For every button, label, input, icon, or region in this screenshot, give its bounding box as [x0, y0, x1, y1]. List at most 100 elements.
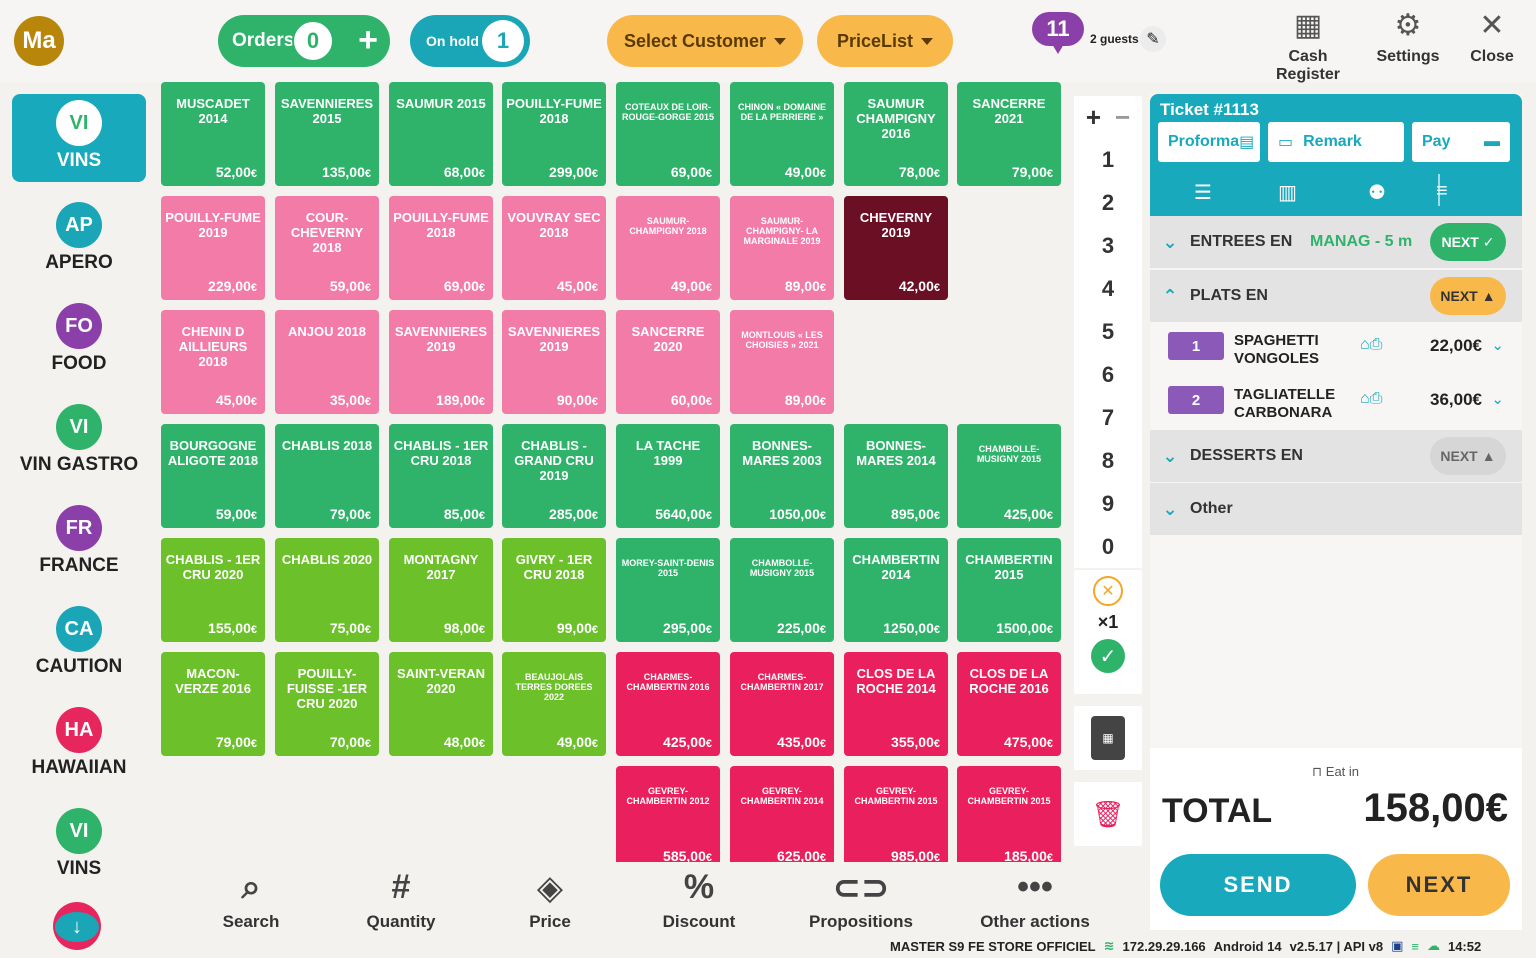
next-course-button[interactable]: NEXT — [1368, 854, 1510, 916]
price-button[interactable]: ◈ Price — [475, 868, 625, 932]
product-tile[interactable]: GIVRY - 1ER CRU 2018 99,00€ — [502, 538, 606, 642]
product-tile[interactable]: GEVREY-CHAMBERTIN 2015 185,00€ — [957, 766, 1061, 870]
calculator-button[interactable]: ▦ — [1074, 706, 1142, 770]
select-customer-button[interactable]: Select Customer — [607, 15, 803, 67]
line-quantity[interactable]: 1 — [1168, 332, 1224, 360]
product-tile[interactable]: POUILLY-FUME 2018 299,00€ — [502, 82, 606, 186]
product-tile[interactable]: MONTLOUIS « LES CHOISIES » 2021 89,00€ — [730, 310, 834, 414]
course-next-button[interactable]: NEXT ▲ — [1430, 277, 1506, 315]
course-section-plats[interactable]: ⌃ PLATS EN NEXT ▲ — [1150, 270, 1522, 322]
product-tile[interactable]: SAUMUR-CHAMPIGNY 2018 49,00€ — [616, 196, 720, 300]
remark-button[interactable]: ▭ Remark — [1268, 122, 1404, 162]
ticket-line[interactable]: 1 SPAGHETTI VONGOLES ⌂⎙ 22,00€ ⌄ — [1150, 322, 1522, 376]
list-icon[interactable]: ☰ — [1194, 182, 1212, 204]
product-tile[interactable]: SAUMUR CHAMPIGNY 2016 78,00€ — [844, 82, 948, 186]
line-quantity[interactable]: 2 — [1168, 386, 1224, 414]
product-tile[interactable]: CHABLIS 2018 79,00€ — [275, 424, 379, 528]
product-tile[interactable]: SAINT-VERAN 2020 48,00€ — [389, 652, 493, 756]
product-tile[interactable]: CHARMES-CHAMBERTIN 2017 435,00€ — [730, 652, 834, 756]
product-tile[interactable]: BEAUJOLAIS TERRES DOREES 2022 49,00€ — [502, 652, 606, 756]
course-section-desserts[interactable]: ⌄ DESSERTS EN NEXT ▲ — [1150, 430, 1522, 482]
course-section-other[interactable]: ⌄ Other — [1150, 483, 1522, 535]
product-tile[interactable]: CHABLIS - GRAND CRU 2019 285,00€ — [502, 424, 606, 528]
course-next-button[interactable]: NEXT ✓ — [1430, 223, 1506, 261]
category-vins-2[interactable]: VI VINS — [12, 802, 146, 890]
category-food[interactable]: FO FOOD — [12, 297, 146, 385]
product-tile[interactable]: COUR-CHEVERNY 2018 59,00€ — [275, 196, 379, 300]
propositions-button[interactable]: ⊂⊃ Propositions — [786, 868, 936, 932]
product-tile[interactable]: CHAMBOLLE-MUSIGNY 2015 225,00€ — [730, 538, 834, 642]
other-actions-button[interactable]: ••• Other actions — [960, 868, 1110, 932]
category-hawaiian[interactable]: HA HAWAIIAN — [12, 701, 146, 789]
category-france[interactable]: FR FRANCE — [12, 499, 146, 587]
numpad-key-6[interactable]: 6 — [1074, 353, 1142, 396]
chevron-down-icon[interactable]: ⌄ — [1491, 337, 1504, 354]
quantity-button[interactable]: # Quantity — [326, 868, 476, 932]
minus-icon[interactable]: − — [1115, 101, 1131, 132]
category-vins[interactable]: VI VINS — [12, 94, 146, 182]
discount-button[interactable]: % Discount — [624, 868, 774, 932]
product-tile[interactable]: MUSCADET 2014 52,00€ — [161, 82, 265, 186]
product-tile[interactable]: GEVREY-CHAMBERTIN 2014 625,00€ — [730, 766, 834, 870]
product-tile[interactable]: POUILLY-FUISSE -1ER CRU 2020 70,00€ — [275, 652, 379, 756]
product-tile[interactable]: SAUMUR-CHAMPIGNY- LA MARGINALE 2019 89,00… — [730, 196, 834, 300]
product-tile[interactable]: SAUMUR 2015 68,00€ — [389, 82, 493, 186]
product-tile[interactable]: SANCERRE 2020 60,00€ — [616, 310, 720, 414]
product-tile[interactable]: SANCERRE 2021 79,00€ — [957, 82, 1061, 186]
delete-button[interactable]: 🗑 — [1074, 782, 1142, 846]
product-tile[interactable]: GEVREY-CHAMBERTIN 2015 985,00€ — [844, 766, 948, 870]
product-tile[interactable]: COTEAUX DE LOIR- ROUGE-GORGE 2015 69,00€ — [616, 82, 720, 186]
orders-button[interactable]: Orders 0 + — [218, 15, 390, 67]
menu-book-icon[interactable]: ▥ — [1278, 182, 1297, 204]
product-tile[interactable]: BOURGOGNE ALIGOTE 2018 59,00€ — [161, 424, 265, 528]
product-tile[interactable]: CHABLIS - 1ER CRU 2018 85,00€ — [389, 424, 493, 528]
numpad-key-0[interactable]: 0 — [1074, 525, 1142, 568]
search-button[interactable]: ⌕ Search — [176, 868, 326, 932]
product-tile[interactable]: SAVENNIERES 2019 189,00€ — [389, 310, 493, 414]
numpad-key-9[interactable]: 9 — [1074, 482, 1142, 525]
table-number-badge[interactable]: 11 — [1032, 12, 1084, 54]
product-tile[interactable]: CHARMES-CHAMBERTIN 2016 425,00€ — [616, 652, 720, 756]
send-button[interactable]: SEND — [1160, 854, 1356, 916]
product-tile[interactable]: SAVENNIERES 2019 90,00€ — [502, 310, 606, 414]
category-caution[interactable]: CA CAUTION — [12, 600, 146, 688]
numpad-key-8[interactable]: 8 — [1074, 439, 1142, 482]
edit-guests-pencil-icon[interactable]: ✎ — [1140, 26, 1166, 52]
pay-button[interactable]: Pay ▬ — [1412, 122, 1510, 162]
numpad-key-1[interactable]: 1 — [1074, 138, 1142, 181]
product-tile[interactable]: ANJOU 2018 35,00€ — [275, 310, 379, 414]
ticket-line[interactable]: 2 TAGLIATELLE CARBONARA ⌂⎙ 36,00€ ⌄ — [1150, 376, 1522, 430]
plus-icon[interactable]: + — [1085, 101, 1101, 132]
product-tile[interactable]: CHAMBOLLE-MUSIGNY 2015 425,00€ — [957, 424, 1061, 528]
numpad-key-5[interactable]: 5 — [1074, 310, 1142, 353]
add-person-icon[interactable]: ⚉ — [1368, 182, 1386, 204]
product-tile[interactable]: CHABLIS 2020 75,00€ — [275, 538, 379, 642]
numpad-key-4[interactable]: 4 — [1074, 267, 1142, 310]
product-tile[interactable]: POUILLY-FUME 2018 69,00€ — [389, 196, 493, 300]
scroll-categories-button[interactable]: ↓ — [53, 902, 101, 950]
clear-list-icon[interactable]: ≡ — [1436, 180, 1448, 202]
settings-button[interactable]: ⚙ Settings — [1358, 8, 1458, 66]
product-tile[interactable]: CHABLIS - 1ER CRU 2020 155,00€ — [161, 538, 265, 642]
product-tile[interactable]: CLOS DE LA ROCHE 2016 475,00€ — [957, 652, 1061, 756]
product-tile[interactable]: CHEVERNY 2019 42,00€ — [844, 196, 948, 300]
pricelist-button[interactable]: PriceList — [817, 15, 953, 67]
product-tile[interactable]: MACON-VERZE 2016 79,00€ — [161, 652, 265, 756]
category-vin-gastro[interactable]: VI VIN GASTRO — [12, 398, 146, 486]
product-tile[interactable]: SAVENNIERES 2015 135,00€ — [275, 82, 379, 186]
product-tile[interactable]: BONNES-MARES 2014 895,00€ — [844, 424, 948, 528]
add-order-icon[interactable]: + — [358, 21, 378, 59]
product-tile[interactable]: CHINON « DOMAINE DE LA PERRIERE » 49,00€ — [730, 82, 834, 186]
product-tile[interactable]: MONTAGNY 2017 98,00€ — [389, 538, 493, 642]
confirm-check-icon[interactable]: ✓ — [1091, 639, 1125, 673]
product-tile[interactable]: CHAMBERTIN 2014 1250,00€ — [844, 538, 948, 642]
proforma-button[interactable]: Proforma ▤ — [1158, 122, 1260, 162]
chevron-down-icon[interactable]: ⌄ — [1491, 391, 1504, 408]
cash-register-button[interactable]: ▦ Cash Register — [1258, 8, 1358, 84]
category-apero[interactable]: AP APERO — [12, 196, 146, 284]
product-tile[interactable]: BONNES-MARES 2003 1050,00€ — [730, 424, 834, 528]
cancel-circle-icon[interactable]: ✕ — [1093, 576, 1123, 606]
product-tile[interactable]: CHENIN D AILLIEURS 2018 45,00€ — [161, 310, 265, 414]
product-tile[interactable]: VOUVRAY SEC 2018 45,00€ — [502, 196, 606, 300]
on-hold-button[interactable]: On hold 1 — [410, 15, 530, 67]
